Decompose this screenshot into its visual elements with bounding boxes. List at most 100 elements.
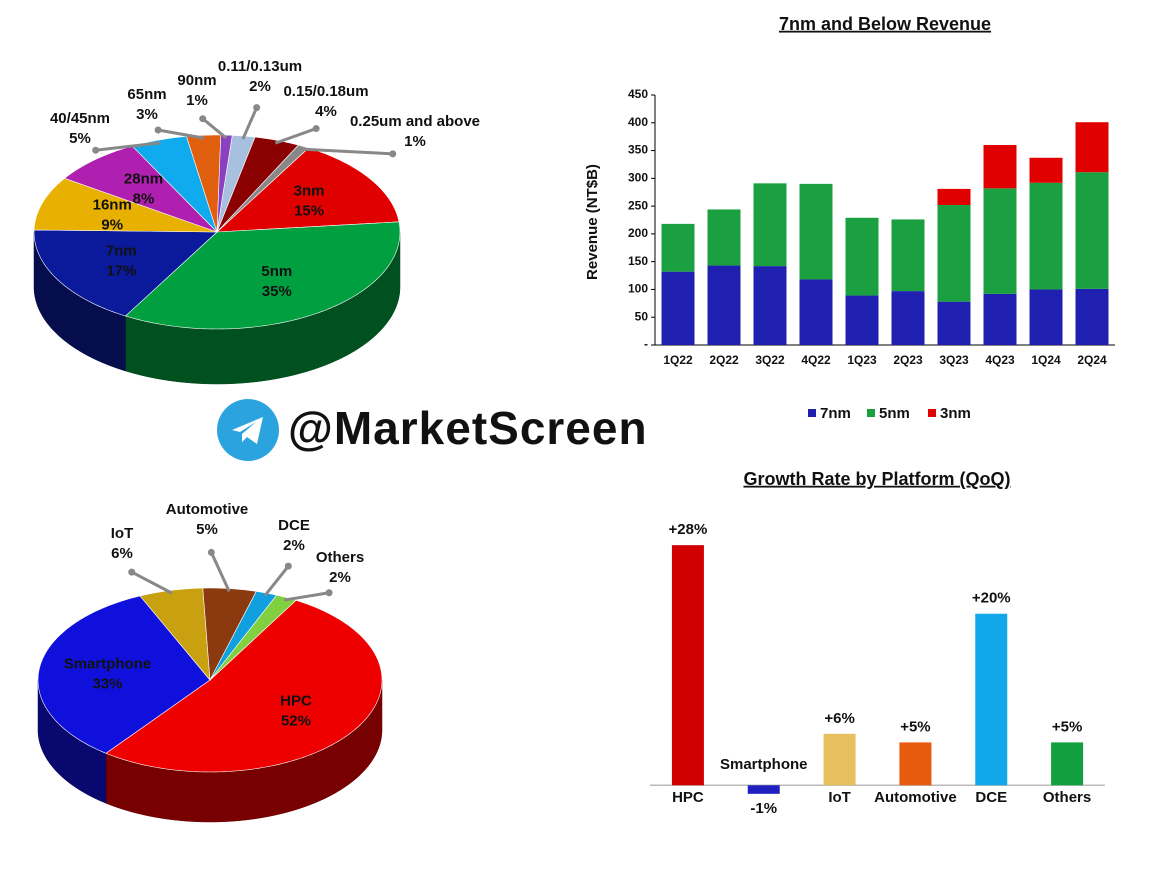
y-tick-label: 50 [635, 309, 649, 323]
bar-segment [661, 271, 695, 345]
leader-line [201, 117, 228, 140]
slice-label: 0.25um and above [350, 113, 480, 130]
x-tick-label: HPC [672, 789, 704, 806]
value-label: +20% [972, 590, 1011, 607]
x-tick-label: 2Q23 [893, 353, 923, 367]
slice-label: Smartphone [64, 656, 152, 673]
x-tick-label: 3Q22 [755, 353, 785, 367]
slice-value: 2% [329, 569, 351, 586]
y-tick-label: - [644, 337, 648, 351]
slice-label: 5nm [261, 263, 292, 280]
leader-dot [284, 562, 292, 570]
x-tick-label: 4Q23 [985, 353, 1015, 367]
leader-line [263, 565, 290, 597]
pie-slice [139, 587, 211, 681]
slice-value: 8% [133, 191, 155, 208]
chart-title: 7nm and Below Revenue [779, 14, 991, 34]
slice-label: IoT [111, 525, 134, 542]
slice-value: 35% [262, 283, 292, 300]
slice-value: 1% [404, 133, 426, 150]
y-tick-label: 100 [628, 282, 648, 296]
x-tick-label: DCE [975, 789, 1007, 806]
bar-segment [707, 265, 741, 345]
leader-dot [389, 150, 397, 158]
bar-segment [937, 301, 971, 345]
slice-value: 9% [101, 217, 123, 234]
bar-segment [1029, 289, 1063, 345]
bar-segment [983, 188, 1017, 294]
bar-segment [983, 145, 1017, 189]
telegram-icon [217, 399, 279, 461]
x-tick-label: 2Q24 [1077, 353, 1107, 367]
pie-slice [216, 147, 400, 233]
pie-slice [216, 136, 299, 233]
legend-label: 5nm [879, 405, 910, 422]
bar [899, 742, 932, 786]
legend-swatch [808, 409, 816, 417]
chart-title: Growth Rate by Platform (QoQ) [743, 469, 1010, 489]
bar-segment [937, 188, 971, 205]
bar-segment [1075, 122, 1109, 173]
y-tick-label: 450 [628, 87, 648, 101]
pie-slice [33, 177, 218, 233]
bar-segment [753, 266, 787, 345]
bar-segment [1075, 172, 1109, 289]
leader-line [274, 127, 317, 145]
bar-segment [661, 223, 695, 272]
slice-label: 28nm [124, 171, 163, 188]
leader-line [300, 147, 393, 156]
bar-segment [845, 295, 879, 345]
bar-segment [799, 279, 833, 345]
slice-value: 52% [281, 713, 311, 730]
slice-value: 33% [92, 676, 122, 693]
leader-line [209, 551, 231, 592]
x-tick-label: IoT [828, 789, 851, 806]
slice-value: 5% [69, 130, 91, 147]
slice-value: 3% [136, 106, 158, 123]
y-tick-label: 400 [628, 115, 648, 129]
slice-value: 2% [249, 78, 271, 95]
y-tick-label: 150 [628, 254, 648, 268]
x-tick-label: Others [1043, 789, 1091, 806]
bar [747, 785, 780, 794]
slice-label: 0.11/0.13um [218, 58, 302, 75]
slice-value: 5% [196, 521, 218, 538]
bar-segment [983, 293, 1017, 345]
leader-dot [312, 125, 320, 133]
bar [975, 613, 1008, 786]
leader-dot [128, 568, 136, 576]
leader-dot [207, 548, 215, 556]
value-label: +5% [900, 718, 930, 735]
leader-line [95, 141, 161, 152]
watermark: @MarketScreen [288, 402, 648, 454]
bar-segment [1029, 182, 1063, 290]
y-axis-label: Revenue (NT$B) [584, 164, 601, 280]
slice-value: 1% [186, 92, 208, 109]
bar [1051, 742, 1084, 786]
pie-slice [209, 594, 297, 681]
slice-label: DCE [278, 517, 310, 534]
legend-swatch [928, 409, 936, 417]
leader-dot [199, 115, 207, 123]
leader-dot [253, 104, 261, 112]
bar-segment [845, 217, 879, 296]
pie-slice [124, 221, 401, 330]
bar-segment [891, 219, 925, 292]
bar-segment [891, 291, 925, 345]
slice-label: 3nm [294, 182, 325, 199]
slice-label: 7nm [106, 243, 137, 260]
pie-slice [37, 595, 211, 754]
legend-label: 7nm [820, 405, 851, 422]
slice-label: HPC [280, 693, 312, 710]
bar [823, 733, 856, 786]
x-tick-label: 2Q22 [709, 353, 739, 367]
leader-line [131, 570, 173, 595]
slice-label: 0.15/0.18um [283, 83, 368, 100]
slice-value: 6% [111, 545, 133, 562]
legend-label: 3nm [940, 405, 971, 422]
value-label: +5% [1052, 718, 1082, 735]
bar-segment [799, 183, 833, 280]
pie-slice [105, 599, 383, 773]
pie-slice [33, 229, 218, 317]
